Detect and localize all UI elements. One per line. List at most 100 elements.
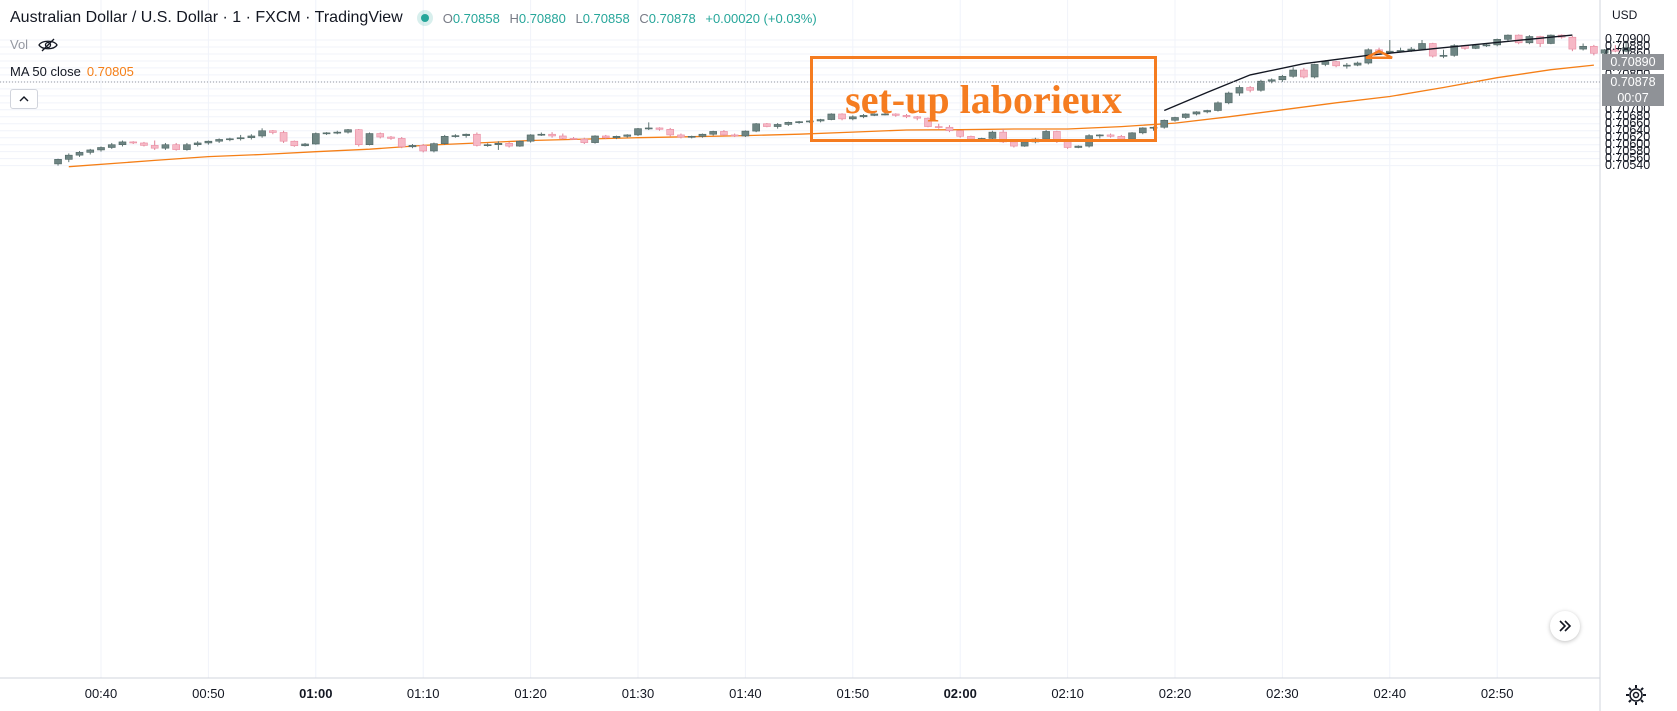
candle[interactable]: [1160, 119, 1169, 129]
candle[interactable]: [956, 130, 965, 138]
candle[interactable]: [1235, 85, 1244, 96]
candle[interactable]: [730, 133, 739, 138]
candle[interactable]: [795, 120, 803, 124]
candle[interactable]: [1214, 101, 1222, 112]
candle[interactable]: [1611, 45, 1620, 53]
candle[interactable]: [333, 130, 342, 135]
candle[interactable]: [526, 134, 535, 143]
candle[interactable]: [698, 133, 707, 138]
candle[interactable]: [881, 112, 889, 116]
currency-label[interactable]: USD: [1612, 8, 1638, 22]
candle[interactable]: [516, 140, 524, 147]
candle[interactable]: [773, 123, 782, 129]
candle[interactable]: [666, 127, 675, 137]
volume-legend[interactable]: Vol: [10, 37, 58, 52]
candle[interactable]: [365, 132, 374, 146]
candle[interactable]: [75, 150, 84, 157]
candle[interactable]: [1192, 111, 1201, 116]
candle[interactable]: [1353, 61, 1362, 67]
candle[interactable]: [1106, 133, 1115, 138]
candle[interactable]: [601, 134, 610, 140]
candle[interactable]: [408, 144, 417, 149]
candle[interactable]: [376, 132, 385, 139]
candle[interactable]: [1568, 35, 1577, 52]
candle[interactable]: [322, 132, 331, 135]
candle[interactable]: [891, 113, 900, 117]
candle[interactable]: [247, 134, 256, 140]
candle[interactable]: [161, 142, 170, 150]
candle[interactable]: [741, 130, 750, 138]
candle[interactable]: [569, 137, 578, 140]
candle[interactable]: [430, 142, 438, 153]
candle[interactable]: [462, 133, 470, 138]
candle[interactable]: [505, 141, 513, 148]
annotation-text-box[interactable]: set-up laborieux: [810, 56, 1157, 142]
candle[interactable]: [634, 127, 642, 136]
candle[interactable]: [623, 134, 632, 138]
candle[interactable]: [301, 142, 309, 147]
candle[interactable]: [1428, 42, 1437, 58]
symbol-title[interactable]: Australian Dollar / U.S. Dollar · 1 · FX…: [10, 9, 403, 26]
scroll-to-realtime-button[interactable]: [1550, 611, 1580, 641]
candle[interactable]: [1138, 127, 1147, 135]
candle[interactable]: [1622, 40, 1630, 53]
candle[interactable]: [204, 140, 213, 145]
candle[interactable]: [838, 113, 846, 121]
candle[interactable]: [580, 137, 589, 145]
collapse-legend-button[interactable]: [10, 89, 38, 109]
eye-crossed-icon[interactable]: [38, 38, 58, 52]
candle[interactable]: [709, 130, 717, 136]
candle[interactable]: [279, 130, 288, 143]
candle[interactable]: [1278, 74, 1287, 82]
candle[interactable]: [1471, 44, 1480, 50]
candle[interactable]: [86, 148, 95, 155]
candle[interactable]: [763, 123, 771, 128]
candle[interactable]: [677, 133, 685, 139]
candle[interactable]: [1332, 60, 1340, 68]
candle[interactable]: [848, 115, 857, 121]
candle[interactable]: [988, 130, 997, 140]
candle[interactable]: [1181, 113, 1190, 119]
candle[interactable]: [924, 117, 932, 128]
candle[interactable]: [1579, 43, 1587, 51]
candle[interactable]: [269, 130, 277, 135]
candle[interactable]: [1149, 126, 1158, 131]
candle[interactable]: [290, 140, 299, 147]
candle[interactable]: [612, 135, 621, 140]
candle[interactable]: [440, 134, 449, 145]
candle[interactable]: [311, 132, 320, 145]
candle[interactable]: [816, 118, 825, 123]
candle[interactable]: [172, 142, 180, 151]
candle[interactable]: [1096, 134, 1104, 139]
trend-curve-drawing[interactable]: [1163, 34, 1573, 112]
candle[interactable]: [687, 135, 696, 139]
ma-50-line[interactable]: [68, 64, 1594, 168]
candle[interactable]: [419, 144, 428, 153]
candle[interactable]: [784, 121, 793, 126]
candle[interactable]: [451, 134, 460, 138]
candle[interactable]: [215, 138, 223, 143]
candle[interactable]: [1514, 34, 1523, 45]
candle[interactable]: [1300, 67, 1308, 79]
candle[interactable]: [1547, 34, 1555, 45]
candle[interactable]: [591, 135, 599, 144]
candle[interactable]: [473, 132, 481, 147]
candle[interactable]: [354, 128, 363, 147]
candle[interactable]: [720, 130, 728, 136]
candle[interactable]: [1171, 116, 1179, 122]
candle[interactable]: [1289, 67, 1297, 78]
candle[interactable]: [1310, 63, 1319, 79]
candle[interactable]: [827, 113, 836, 121]
candle[interactable]: [548, 132, 556, 138]
candle[interactable]: [397, 137, 406, 149]
candle[interactable]: [559, 133, 567, 140]
candle[interactable]: [945, 125, 954, 133]
candle[interactable]: [54, 158, 62, 166]
candle[interactable]: [193, 141, 202, 147]
candle[interactable]: [1203, 109, 1212, 114]
candle[interactable]: [1224, 91, 1233, 105]
candle[interactable]: [483, 143, 492, 147]
candle[interactable]: [494, 141, 503, 150]
candle[interactable]: [1074, 145, 1083, 149]
